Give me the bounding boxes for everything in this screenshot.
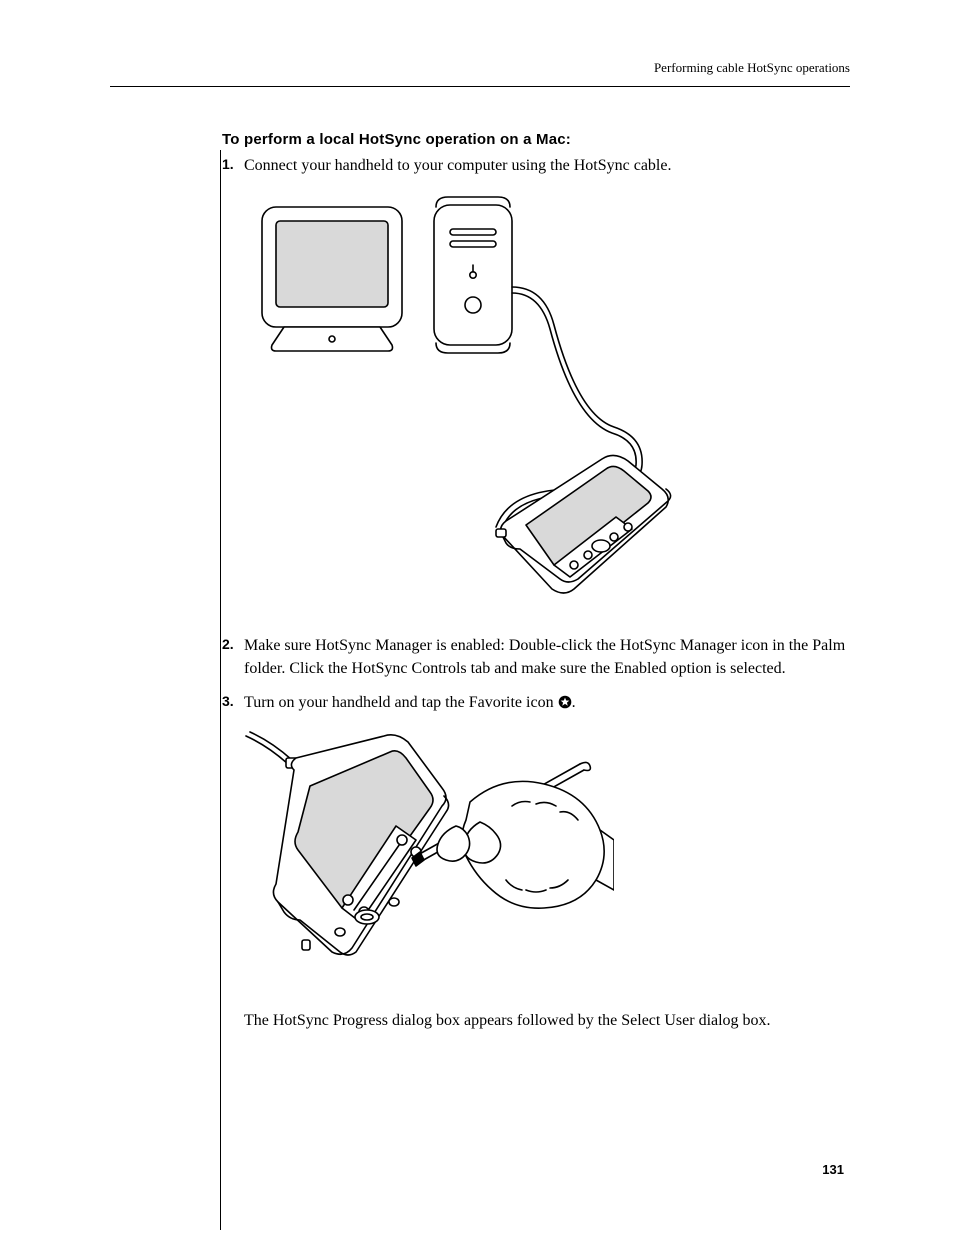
- favorite-icon: [558, 693, 572, 716]
- step-number: 3.: [222, 691, 244, 711]
- step-number: 2.: [222, 634, 244, 654]
- step-number: 1.: [222, 154, 244, 174]
- step-1: 1. Connect your handheld to your compute…: [222, 154, 847, 177]
- content-column: To perform a local HotSync operation on …: [222, 87, 847, 1032]
- step-text: Make sure HotSync Manager is enabled: Do…: [244, 634, 847, 680]
- connection-svg: [244, 195, 674, 605]
- running-head: Performing cable HotSync operations: [110, 60, 850, 86]
- page-number: 131: [822, 1162, 844, 1177]
- step-text-after: .: [572, 694, 576, 711]
- step-text-before: Turn on your handheld and tap the Favori…: [244, 694, 558, 711]
- left-margin-rule: [220, 150, 221, 1230]
- figure-tap-illustration: [244, 730, 847, 985]
- step-text: Connect your handheld to your computer u…: [244, 154, 847, 177]
- step-2: 2. Make sure HotSync Manager is enabled:…: [222, 634, 847, 680]
- page: Performing cable HotSync operations To p…: [110, 60, 850, 1032]
- step-3: 3. Turn on your handheld and tap the Fav…: [222, 691, 847, 716]
- figure-connection-illustration: [244, 195, 847, 610]
- tap-svg: [244, 730, 614, 980]
- step-text: Turn on your handheld and tap the Favori…: [244, 691, 847, 716]
- result-paragraph: The HotSync Progress dialog box appears …: [244, 1009, 847, 1032]
- procedure-subhead: To perform a local HotSync operation on …: [222, 131, 847, 148]
